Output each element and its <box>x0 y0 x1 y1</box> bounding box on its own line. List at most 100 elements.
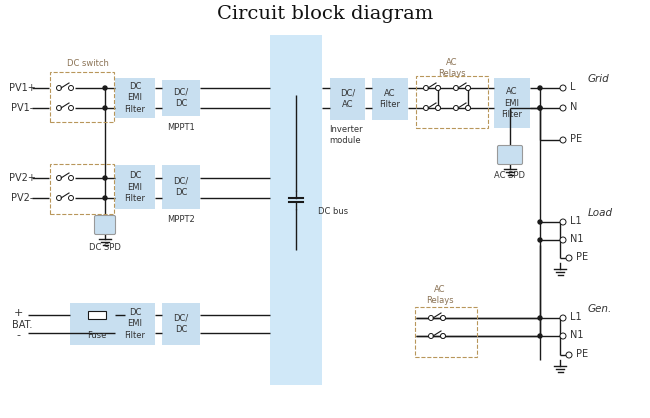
Circle shape <box>560 85 566 91</box>
Circle shape <box>68 105 73 110</box>
Text: PV1-: PV1- <box>11 103 33 113</box>
Text: AC
Filter: AC Filter <box>380 89 400 109</box>
Circle shape <box>560 137 566 143</box>
FancyBboxPatch shape <box>497 145 523 165</box>
Bar <box>88 311 106 319</box>
Circle shape <box>560 237 566 243</box>
Text: MPPT1: MPPT1 <box>167 123 195 133</box>
Text: AC
EMI
Filter: AC EMI Filter <box>502 87 523 119</box>
Bar <box>162 80 200 116</box>
Circle shape <box>103 106 107 110</box>
Text: DC
EMI
Filter: DC EMI Filter <box>125 82 146 114</box>
Bar <box>50 164 114 214</box>
Circle shape <box>538 106 542 110</box>
Circle shape <box>424 86 428 91</box>
Text: +: + <box>13 308 23 318</box>
Text: PV1+: PV1+ <box>8 83 35 93</box>
Bar <box>415 307 477 357</box>
Text: Grid: Grid <box>588 74 610 84</box>
Circle shape <box>68 176 73 181</box>
Bar <box>115 78 155 118</box>
Text: L1: L1 <box>570 312 582 322</box>
Circle shape <box>538 238 542 242</box>
Text: BAT.: BAT. <box>12 320 32 330</box>
Circle shape <box>57 86 62 91</box>
Text: -: - <box>16 330 20 340</box>
Text: DC/
DC: DC/ DC <box>174 314 188 334</box>
Circle shape <box>466 86 470 90</box>
Text: Fuse: Fuse <box>87 331 107 339</box>
Text: AC SPD: AC SPD <box>495 171 525 179</box>
Text: N1: N1 <box>570 234 584 244</box>
Circle shape <box>538 86 542 90</box>
Circle shape <box>560 219 566 225</box>
Circle shape <box>428 316 434 321</box>
Circle shape <box>103 196 107 200</box>
Circle shape <box>103 176 107 180</box>
Text: DC
EMI
Filter: DC EMI Filter <box>125 308 146 339</box>
Bar <box>70 303 125 345</box>
Text: AC
Relays: AC Relays <box>426 285 454 305</box>
Text: DC/
AC: DC/ AC <box>340 89 355 109</box>
Circle shape <box>57 105 62 110</box>
Circle shape <box>454 86 458 91</box>
Text: DC/
DC: DC/ DC <box>174 88 188 108</box>
Circle shape <box>441 316 445 321</box>
Circle shape <box>465 105 471 110</box>
Text: PE: PE <box>576 252 588 262</box>
Circle shape <box>68 196 73 201</box>
Text: Gen.: Gen. <box>588 304 612 314</box>
Circle shape <box>68 86 73 91</box>
Text: Inverter
module: Inverter module <box>329 125 362 145</box>
Bar <box>162 303 200 345</box>
Circle shape <box>560 333 566 339</box>
Circle shape <box>560 315 566 321</box>
Circle shape <box>441 334 445 338</box>
Bar <box>372 78 408 120</box>
Text: PE: PE <box>576 349 588 359</box>
Text: N: N <box>570 102 577 112</box>
Circle shape <box>428 334 434 339</box>
Circle shape <box>441 316 445 320</box>
Bar <box>494 78 530 128</box>
Bar <box>416 76 488 128</box>
Text: N1: N1 <box>570 330 584 340</box>
Text: DC SPD: DC SPD <box>89 244 121 252</box>
Circle shape <box>424 105 428 110</box>
Circle shape <box>57 196 62 201</box>
Bar <box>50 72 114 122</box>
Circle shape <box>465 86 471 91</box>
Circle shape <box>103 86 107 90</box>
Circle shape <box>454 105 458 110</box>
Text: PV2+: PV2+ <box>8 173 36 183</box>
Text: L: L <box>570 82 575 92</box>
FancyBboxPatch shape <box>94 216 116 234</box>
Circle shape <box>466 106 470 110</box>
Bar <box>115 303 155 345</box>
Circle shape <box>560 105 566 111</box>
Text: PE: PE <box>570 134 582 144</box>
Text: DC/
DC: DC/ DC <box>174 177 188 197</box>
Circle shape <box>538 220 542 224</box>
Text: PV2-: PV2- <box>11 193 33 203</box>
Text: DC
EMI
Filter: DC EMI Filter <box>125 171 146 203</box>
Circle shape <box>436 86 440 90</box>
Bar <box>330 78 365 120</box>
Circle shape <box>436 86 441 91</box>
Circle shape <box>436 106 440 110</box>
Bar <box>162 165 200 209</box>
Text: MPPT2: MPPT2 <box>167 216 195 224</box>
Circle shape <box>538 316 542 320</box>
Text: Load: Load <box>588 208 613 218</box>
Text: Circuit block diagram: Circuit block diagram <box>217 5 433 23</box>
Bar <box>115 165 155 209</box>
Circle shape <box>57 176 62 181</box>
Bar <box>270 35 322 385</box>
Circle shape <box>566 255 572 261</box>
Circle shape <box>538 334 542 338</box>
Circle shape <box>566 352 572 358</box>
Circle shape <box>441 334 445 339</box>
Text: DC bus: DC bus <box>318 207 348 217</box>
Circle shape <box>436 105 441 110</box>
Text: AC
Relays: AC Relays <box>438 58 466 78</box>
